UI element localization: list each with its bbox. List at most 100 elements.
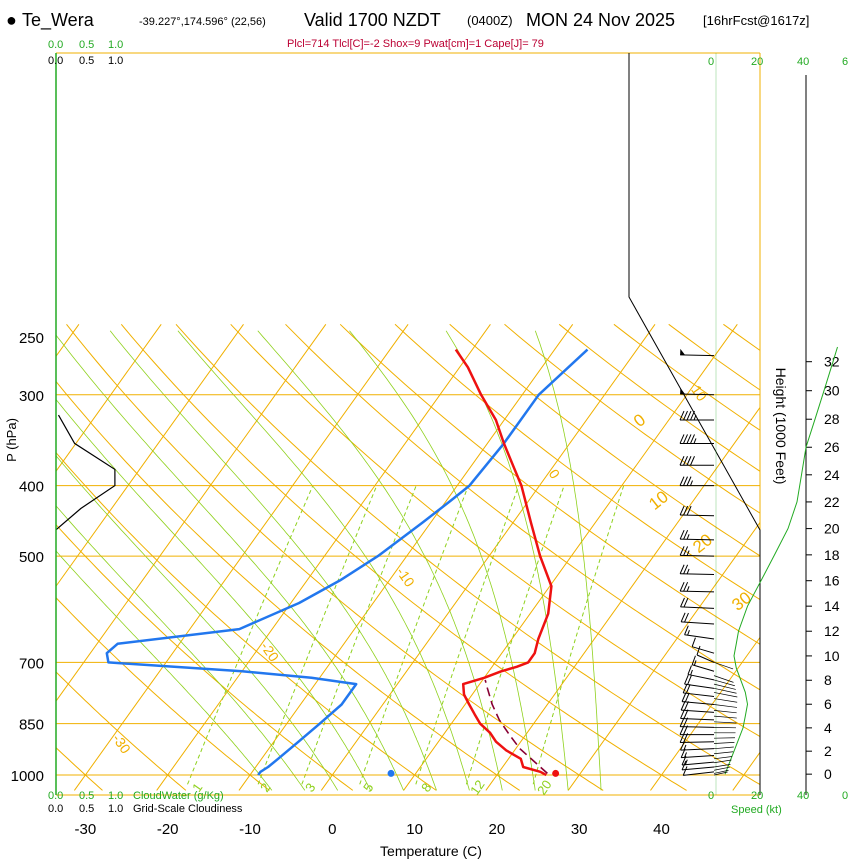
wind-barb (681, 598, 714, 608)
moist-adiabat-line (4, 331, 371, 791)
pressure-tick-label: 850 (19, 717, 44, 734)
height-axis-title: Height (1000 Feet) (773, 368, 789, 485)
wind-barb-full (686, 684, 690, 693)
mixing-ratio-label: 3 (302, 780, 318, 795)
wind-barb-full (680, 434, 684, 443)
top-cloudiness-tick-1: 0.5 (79, 55, 94, 67)
speed-tick-0: 0 (708, 790, 714, 802)
wind-barb-pennant (680, 388, 685, 394)
x-tick-label: 40 (653, 821, 670, 838)
temperature-trace (456, 350, 552, 775)
wind-barb-full (680, 582, 684, 591)
dry-adiabat-line (121, 324, 686, 790)
wind-barb-staff (681, 710, 714, 712)
wind-barb-full (685, 613, 689, 622)
wind-barb-full (681, 598, 685, 607)
wind-fan-line (714, 705, 737, 708)
wind-fan-line (714, 699, 737, 703)
x-tick-label: -30 (75, 821, 97, 838)
wind-barb (692, 638, 714, 654)
wind-barb-full (684, 506, 688, 515)
height-tick-label: 24 (824, 467, 840, 483)
wind-barb-full (687, 456, 691, 465)
wind-barb-full (683, 766, 687, 775)
top-speed-tick-20: 20 (751, 56, 763, 68)
wind-barb-full (687, 434, 691, 443)
bottom-scale-labels: 0.0 0.5 1.0 CloudWater (g/Kg) 0.0 0.5 1.… (48, 39, 848, 816)
wind-barb-full (681, 701, 685, 710)
wind-barb-half (694, 438, 696, 443)
wind-barb-staff (680, 515, 714, 516)
height-tick-label: 8 (824, 672, 832, 688)
wind-barb-full (684, 582, 688, 591)
height-tick-label: 12 (824, 623, 840, 639)
wind-barb-full (684, 710, 688, 719)
isotherm-line (321, 324, 655, 790)
speed-tick-20: 20 (751, 790, 763, 802)
wind-barb-staff (692, 665, 714, 672)
wind-barb-full (691, 411, 695, 420)
height-tick-label: 28 (824, 411, 840, 427)
km-tick-0: 0 (842, 790, 848, 802)
plot-area (0, 324, 850, 790)
height-tick-label: 14 (824, 598, 840, 614)
x-tick-label: -10 (239, 821, 261, 838)
speed-tick-40: 40 (797, 790, 809, 802)
mixing-ratio-lines (188, 486, 624, 785)
wind-barb-full (684, 530, 688, 539)
wind-barb (680, 477, 714, 486)
km-tick-6: 6 (842, 56, 848, 68)
cloudwater-tick-2: 1.0 (108, 790, 123, 802)
height-tick-label: 18 (824, 547, 840, 563)
wind-barb-staff (680, 355, 714, 356)
mixing-ratio-label: 5 (360, 780, 376, 795)
wind-barb-staff (681, 718, 714, 719)
wind-barb-full (684, 546, 688, 555)
x-tick-label: 20 (489, 821, 506, 838)
wind-barb-full (684, 565, 688, 574)
forecast-date: MON 24 Nov 2025 (526, 10, 675, 30)
moist-adiabat-line (350, 331, 536, 791)
x-tick-label: 10 (406, 821, 423, 838)
wind-barb-full (680, 477, 684, 486)
wind-barb-half (687, 586, 689, 591)
frame (56, 53, 812, 795)
wind-barb-full (691, 456, 695, 465)
wind-barb-staff (681, 749, 714, 750)
top-cloudiness-tick-2: 1.0 (108, 55, 123, 67)
pressure-tick-label: 1000 (11, 768, 44, 785)
height-tick-label: 10 (824, 648, 840, 664)
utc-time: (0400Z) (467, 13, 513, 28)
valid-time: Valid 1700 NZDT (304, 10, 441, 30)
isotherm-label: -30 (109, 731, 134, 757)
dry-adiabat-line (286, 324, 850, 790)
moist-adiabat-line (110, 331, 436, 791)
wind-barb (680, 456, 714, 465)
wind-fan-line (714, 747, 734, 749)
wind-barb-staff (681, 607, 714, 608)
isotherm-line (486, 324, 820, 790)
isotherm-label: -20 (257, 639, 282, 665)
wind-barb-full (685, 693, 689, 702)
cloudiness-tick-0: 0.0 (48, 803, 63, 815)
site-coords: -39.227°,174.596° (22,56) (139, 16, 266, 28)
wind-barb-full (684, 434, 688, 443)
mixing-ratio-line (416, 486, 519, 785)
wind-fan-line (714, 756, 732, 758)
wind-barb-full (680, 530, 684, 539)
dry-adiabat-line (12, 324, 520, 790)
wind-barb (680, 349, 714, 356)
height-tick-label: 22 (824, 494, 840, 510)
wind-barb (685, 626, 714, 639)
wind-barb-staff (680, 591, 714, 592)
theta-label: 10 (645, 487, 672, 514)
x-tick-label: 0 (328, 821, 336, 838)
stability-params: Plcl=714 Tlcl[C]=-2 Shox=9 Pwat[cm]=1 Ca… (287, 38, 544, 50)
pressure-tick-label: 700 (19, 655, 44, 672)
height-tick-label: 16 (824, 573, 840, 589)
top-cloudwater-tick-2: 1.0 (108, 39, 123, 51)
top-speed-tick-0: 0 (708, 56, 714, 68)
header-bullet: ● (6, 10, 17, 30)
top-speed-tick-40: 40 (797, 56, 809, 68)
